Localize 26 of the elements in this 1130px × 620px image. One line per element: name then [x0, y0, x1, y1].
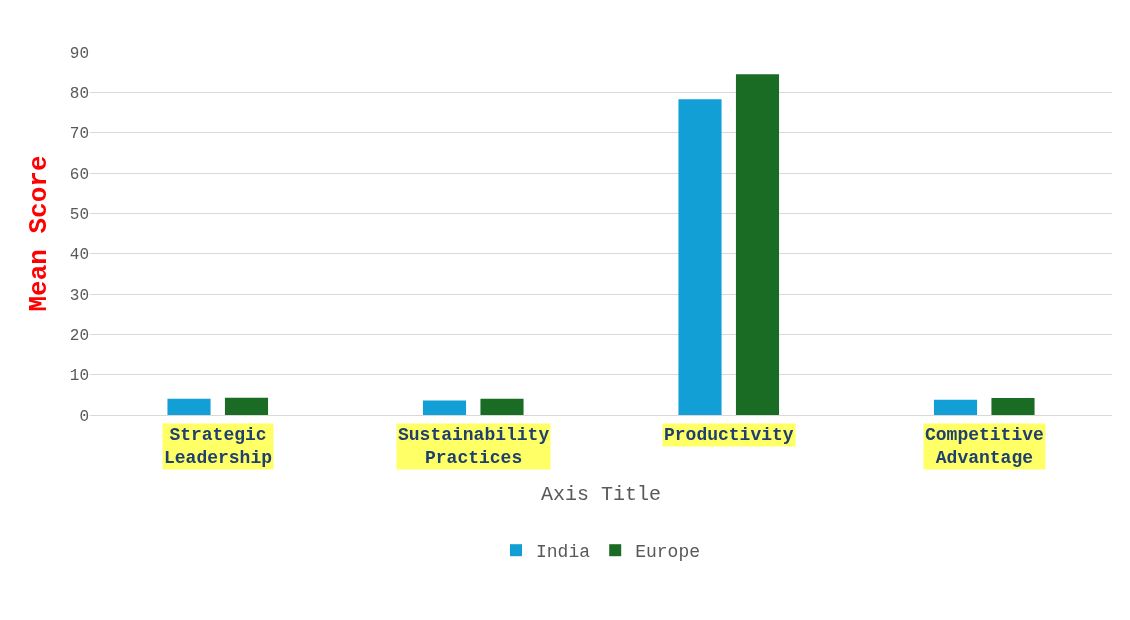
bar — [933, 399, 978, 415]
y-tick-label: 40 — [69, 246, 89, 265]
bar — [991, 398, 1035, 415]
bar — [480, 398, 524, 415]
y-axis-title: Mean Score — [24, 155, 55, 312]
x-tick-label: Competitive Advantage — [925, 425, 1044, 469]
y-tick-label: 50 — [69, 205, 89, 224]
legend-label: India — [536, 542, 591, 563]
bar — [224, 397, 269, 415]
y-tick-label: 90 — [69, 44, 89, 63]
bar — [422, 400, 467, 415]
bar — [167, 398, 211, 415]
x-tick-label: Sustainability Practices — [398, 425, 550, 469]
y-tick-label: 30 — [69, 286, 89, 305]
y-tick-label: 80 — [69, 84, 89, 103]
y-tick-label: 70 — [69, 125, 89, 144]
y-tick-label: 20 — [69, 326, 89, 345]
x-tick-label: Strategic Leadership — [164, 425, 273, 469]
y-tick-label: 0 — [79, 407, 89, 426]
x-axis-title: Axis Title — [540, 482, 662, 506]
y-tick-label: 60 — [69, 165, 89, 184]
legend-label: Europe — [635, 542, 701, 563]
bar — [678, 99, 722, 415]
y-tick-label: 10 — [69, 367, 89, 386]
bar — [735, 74, 780, 415]
x-tick-label: Productivity — [664, 425, 794, 445]
